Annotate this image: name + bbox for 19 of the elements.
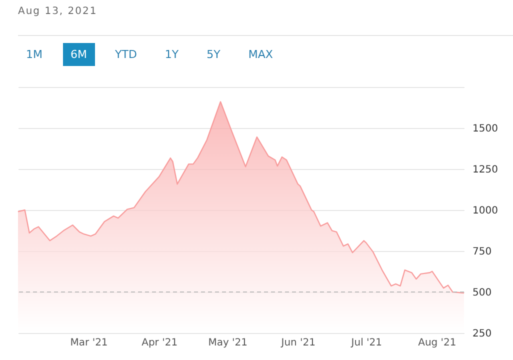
x-tick-label: Apr '21: [142, 338, 178, 348]
text: MAX: [240, 43, 281, 66]
y-tick-label: 1500: [472, 124, 498, 134]
y-tick-label: 250: [472, 328, 492, 340]
text: 1M: [18, 43, 50, 66]
text: 6M: [62, 43, 95, 66]
text: 5Y: [198, 43, 228, 66]
x-tick-label: Mar '21: [70, 338, 108, 348]
x-tick-label: Aug '21: [418, 338, 456, 348]
y-tick-label: 500: [472, 288, 492, 298]
x-tick-label: Jun '21: [280, 338, 316, 348]
text: Aug 13, 2021: [18, 6, 98, 17]
text: YTD: [107, 43, 145, 66]
y-tick-label: 750: [472, 246, 492, 258]
text: 1Y: [156, 43, 187, 66]
y-tick-label: 1000: [472, 206, 498, 216]
x-tick-label: May '21: [208, 338, 248, 348]
x-tick-label: Jul '21: [350, 338, 382, 348]
y-tick-label: 1250: [472, 164, 498, 176]
